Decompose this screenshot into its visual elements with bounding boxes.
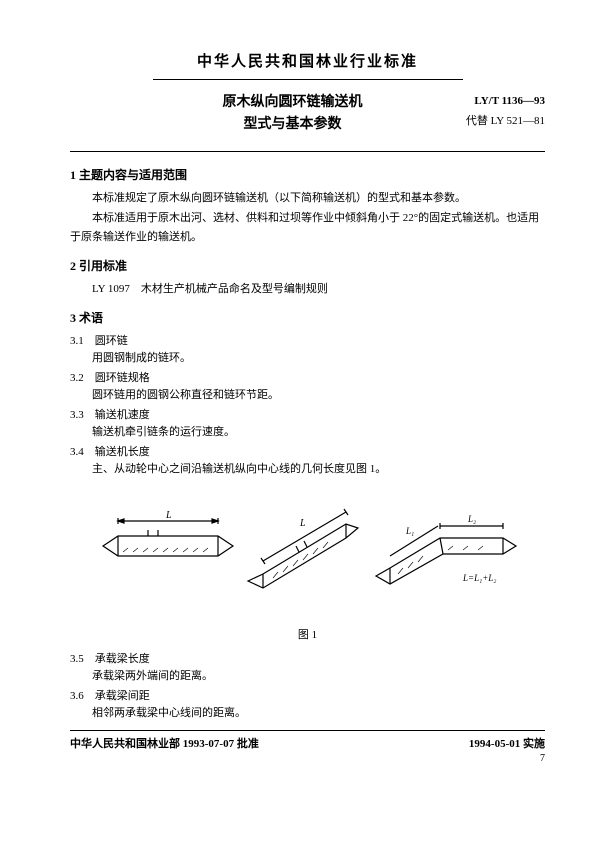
s3-3-def: 输送机牵引链条的运行速度。 — [70, 423, 545, 439]
s2-p1: LY 1097 木材生产机械产品命名及型号编制规则 — [70, 280, 545, 299]
label-L-2: L — [299, 518, 306, 529]
label-L2: L₂ — [467, 514, 476, 524]
s3-2-def: 圆环链用的圆钢公称直径和链环节距。 — [70, 386, 545, 402]
s1-p2: 本标准适用于原木出河、选材、供料和过坝等作业中倾斜角小于 22°的固定式输送机。… — [70, 209, 545, 246]
figure-caption: 图 1 — [70, 626, 545, 642]
divider — [70, 151, 545, 152]
label-formula: L=L₁+L₂ — [462, 573, 496, 583]
sub-title-1: 原木纵向圆环链输送机 — [150, 92, 435, 114]
s3-6-title: 3.6 承载梁间距 — [70, 687, 545, 703]
footer: 中华人民共和国林业部 1993-07-07 批准 1994-05-01 实施 — [70, 730, 545, 751]
standard-code: LY/T 1136—93 — [435, 92, 545, 112]
s3-1-def: 用圆钢制成的链环。 — [70, 349, 545, 365]
section-3-title: 3 术语 — [70, 309, 545, 326]
conveyor-left — [103, 518, 233, 556]
section-2-title: 2 引用标准 — [70, 257, 545, 274]
footer-right: 1994-05-01 实施 — [469, 735, 545, 751]
s3-1-title: 3.1 圆环链 — [70, 332, 545, 348]
footer-left: 中华人民共和国林业部 1993-07-07 批准 — [70, 735, 259, 751]
label-L1: L₁ — [405, 526, 414, 536]
replace-code: 代替 LY 521—81 — [435, 112, 545, 132]
s3-5-def: 承载梁两外端间的距离。 — [70, 667, 545, 683]
s3-5-title: 3.5 承载梁长度 — [70, 650, 545, 666]
s3-4-def: 主、从动轮中心之间沿输送机纵向中心线的几何长度见图 1。 — [70, 460, 545, 476]
s3-4-title: 3.4 输送机长度 — [70, 443, 545, 459]
label-L-1: L — [165, 510, 172, 521]
title-underline — [153, 79, 463, 80]
page-number: 7 — [70, 753, 545, 764]
s3-3-title: 3.3 输送机速度 — [70, 406, 545, 422]
header-row: 原木纵向圆环链输送机 型式与基本参数 LY/T 1136—93 代替 LY 52… — [70, 92, 545, 137]
s1-p1: 本标准规定了原木纵向圆环链输送机（以下简称输送机）的型式和基本参数。 — [70, 189, 545, 208]
main-title: 中华人民共和国林业行业标准 — [70, 50, 545, 71]
figure-1: L L — [70, 486, 545, 616]
s3-6-def: 相邻两承载梁中心线间的距离。 — [70, 704, 545, 720]
section-1-title: 1 主题内容与适用范围 — [70, 166, 545, 183]
s3-2-title: 3.2 圆环链规格 — [70, 369, 545, 385]
sub-title-2: 型式与基本参数 — [150, 114, 435, 136]
